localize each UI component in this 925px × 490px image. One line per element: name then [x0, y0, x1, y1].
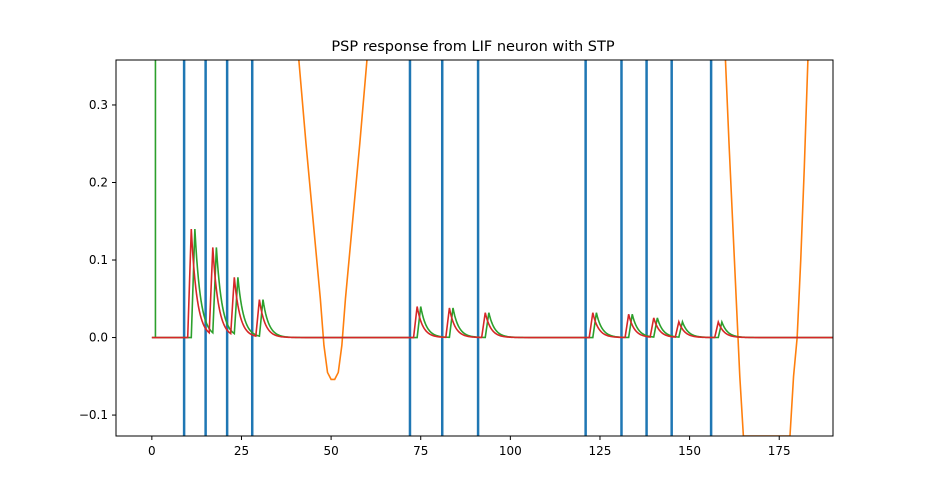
x-tick-label-7: 175	[768, 444, 791, 458]
y-tick-label-2: 0.1	[89, 253, 108, 267]
plot-area	[151, 60, 833, 436]
x-axis: 0 25 50 75 100 125 150 175	[148, 436, 791, 458]
x-tick-label-2: 50	[323, 444, 338, 458]
y-axis: −0.1 0.0 0.1 0.2 0.3	[79, 98, 116, 422]
membrane-trace-2	[724, 60, 809, 436]
x-tick-label-1: 25	[234, 444, 249, 458]
y-tick-label-1: 0.0	[89, 331, 108, 345]
y-tick-label-4: 0.3	[89, 98, 108, 112]
x-tick-label-6: 150	[678, 444, 701, 458]
chart-title: PSP response from LIF neuron with STP	[331, 39, 614, 55]
axes-frame	[115, 59, 834, 437]
x-tick-label-5: 125	[589, 444, 612, 458]
y-tick-label-0: −0.1	[79, 408, 108, 422]
y-tick-label-3: 0.2	[89, 175, 108, 189]
x-tick-label-3: 75	[413, 444, 428, 458]
membrane-trace-1	[298, 60, 368, 381]
x-tick-label-4: 100	[499, 444, 522, 458]
x-tick-label-0: 0	[148, 444, 156, 458]
psp-trace-red	[151, 228, 833, 339]
